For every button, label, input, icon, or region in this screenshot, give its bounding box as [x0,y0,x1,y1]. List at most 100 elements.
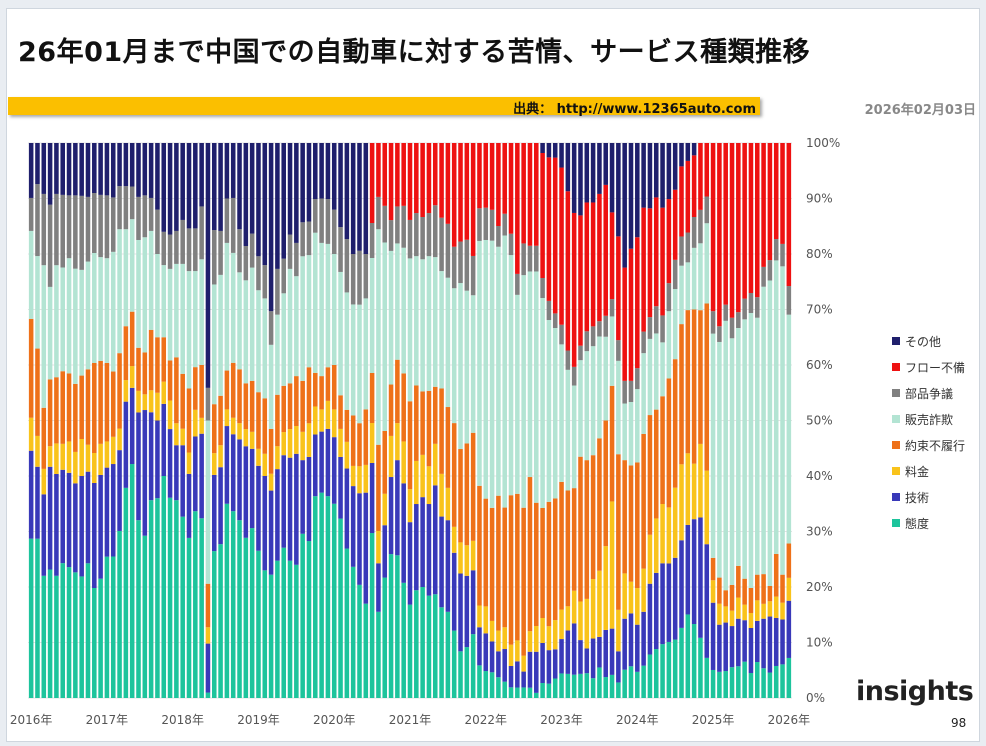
bar-segment-販売詐欺 [527,271,533,478]
bar-segment-態度 [243,537,249,698]
bar-segment-態度 [344,548,350,698]
bar-segment-約束不履行 [256,392,261,449]
bar-segment-その他 [660,143,665,208]
bar-segment-技術 [129,387,135,465]
bar-segment-態度 [281,547,286,698]
bar-segment-料金 [224,409,230,427]
bar-segment-技術 [464,575,470,648]
bar-segment-技術 [489,641,495,673]
bar-segment-約束不履行 [262,398,268,454]
bar-segment-約束不履行 [653,409,659,519]
y-tick-label: 80% [806,247,833,261]
bar-segment-技術 [369,463,375,533]
bar-segment-その他 [73,143,78,196]
bar-segment-料金 [205,627,211,644]
bar-segment-約束不履行 [736,565,741,598]
bar-segment-販売詐欺 [382,242,388,431]
bar-segment-その他 [211,143,217,231]
bar-segment-部品争議 [773,239,779,261]
bar-segment-部品争議 [534,245,539,272]
legend-swatch [892,519,900,527]
bar-segment-その他 [155,143,160,210]
bar-segment-料金 [369,423,375,463]
bar-segment-部品争議 [388,220,394,251]
bar-segment-約束不履行 [439,388,444,474]
bar-segment-技術 [54,473,59,576]
bar-segment-その他 [224,143,230,199]
bar-segment-技術 [281,455,286,548]
bar-segment-その他 [653,143,659,198]
legend-swatch [892,337,900,345]
bar-segment-約束不履行 [647,415,653,535]
bar-segment-技術 [401,483,406,583]
bar-segment-フロー不備 [704,143,710,197]
bar-segment-部品争議 [527,245,533,272]
bar-segment-フロー不備 [407,143,413,220]
bar-segment-技術 [685,524,691,615]
bar-segment-態度 [376,611,381,698]
bar-segment-態度 [199,518,204,698]
bar-segment-約束不履行 [395,359,400,424]
bar-segment-約束不履行 [515,493,520,641]
bar-segment-態度 [571,674,577,698]
bar-segment-その他 [571,143,577,213]
bar-segment-態度 [489,672,495,698]
bar-segment-技術 [180,445,185,517]
bar-segment-料金 [98,443,103,475]
bar-segment-その他 [319,143,324,199]
bar-segment-技術 [515,661,520,688]
bar-segment-その他 [117,143,122,187]
bar-segment-販売詐欺 [767,280,773,586]
bar-segment-約束不履行 [47,379,53,447]
bar-segment-その他 [685,143,691,161]
bar-segment-販売詐欺 [483,239,489,499]
bar-segment-技術 [691,519,697,624]
bar-segment-その他 [262,143,268,266]
bar-segment-約束不履行 [470,432,476,541]
bar-segment-約束不履行 [502,507,507,628]
bar-segment-その他 [98,143,103,195]
bar-segment-部品争議 [723,304,728,321]
bar-segment-技術 [521,671,526,688]
bar-segment-態度 [483,671,489,698]
bar-segment-料金 [401,441,406,484]
bar-segment-技術 [603,629,609,678]
bar-segment-技術 [294,453,299,565]
bar-segment-約束不履行 [199,365,204,418]
bar-segment-料金 [218,445,223,468]
bar-segment-その他 [350,143,356,254]
bar-segment-部品争議 [395,206,400,244]
bar-segment-その他 [647,143,653,209]
bar-segment-部品争議 [281,258,286,294]
bar-segment-フロー不備 [546,157,552,301]
bar-segment-態度 [28,538,34,698]
bar-segment-部品争議 [268,311,274,345]
bar-segment-料金 [786,577,792,601]
x-tick-label: 2023年 [540,713,583,727]
bar-segment-その他 [641,143,646,208]
bar-segment-販売詐欺 [552,328,558,499]
bar-segment-約束不履行 [717,577,722,604]
bar-segment-技術 [123,401,129,488]
bar-segment-フロー不備 [521,143,526,244]
bar-segment-技術 [167,429,173,498]
bar-segment-技術 [420,497,425,587]
y-tick-label: 90% [806,192,833,206]
bar-segment-フロー不備 [653,197,659,307]
bar-segment-販売詐欺 [414,256,419,386]
bar-segment-料金 [262,453,268,476]
bar-segment-約束不履行 [496,495,501,631]
bar-segment-態度 [685,614,691,698]
bar-segment-部品争議 [786,286,792,315]
bar-segment-態度 [313,496,318,698]
bar-segment-料金 [647,534,653,584]
bar-segment-その他 [281,143,286,259]
bar-segment-態度 [691,624,697,698]
source-link[interactable]: 出典： http://www.12365auto.com [513,102,756,117]
bar-segment-部品争議 [414,213,419,257]
bar-segment-態度 [445,611,451,698]
bar-segment-フロー不備 [483,143,489,208]
bar-segment-料金 [382,493,388,526]
bar-segment-部品争議 [66,195,72,259]
bar-segment-販売詐欺 [92,253,97,363]
